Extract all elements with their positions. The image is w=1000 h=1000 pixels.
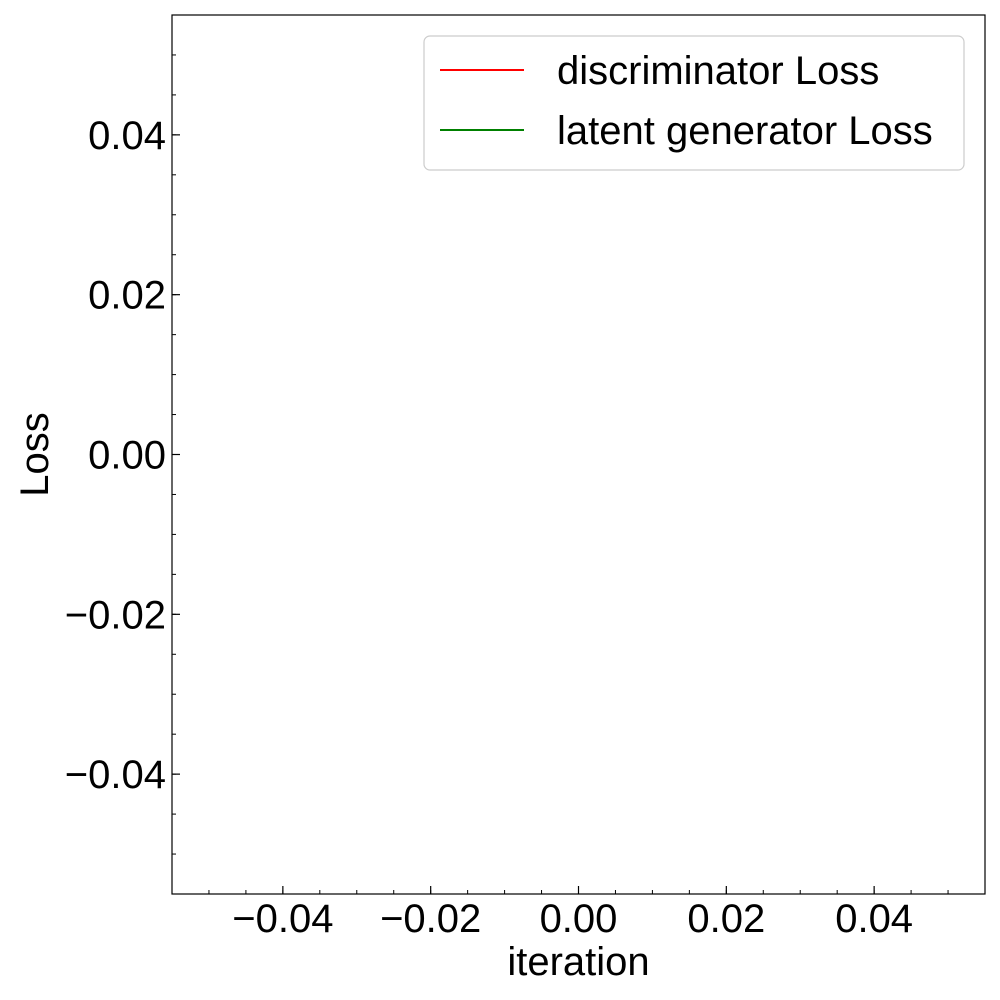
- legend-label-discriminator: discriminator Loss: [557, 49, 879, 93]
- legend-label-latent-generator: latent generator Loss: [557, 109, 933, 153]
- x-tick-label: 0.00: [540, 897, 618, 941]
- y-tick-label: −0.02: [65, 593, 166, 637]
- y-tick-label: 0.04: [88, 114, 166, 158]
- y-tick-label: −0.04: [65, 753, 166, 797]
- x-tick-label: −0.04: [232, 897, 333, 941]
- plot-frame: [171, 14, 986, 895]
- legend: discriminator Loss latent generator Loss: [423, 35, 965, 171]
- y-tick-label: 0.02: [88, 274, 166, 318]
- x-tick-label: 0.02: [687, 897, 765, 941]
- x-tick-label: −0.02: [380, 897, 481, 941]
- ticks-layer: −0.04 −0.02 0.00 0.02 0.04 −0.04 −0.02 0.00 0.02…: [65, 14, 986, 941]
- x-axis-label: iteration: [507, 940, 649, 984]
- y-axis-label: Loss: [13, 412, 57, 497]
- legend-box: [423, 35, 965, 171]
- x-tick-label: 0.04: [835, 897, 913, 941]
- y-tick-label: 0.00: [88, 434, 166, 478]
